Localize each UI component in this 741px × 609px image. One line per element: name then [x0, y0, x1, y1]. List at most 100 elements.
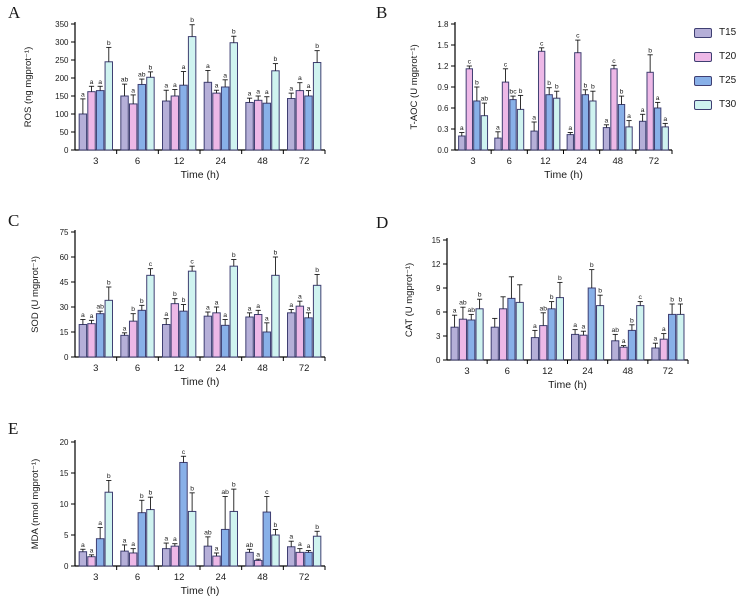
significance-letter: a: [453, 308, 457, 315]
significance-letter: b: [190, 17, 194, 24]
x-tick-label: 48: [612, 156, 623, 167]
significance-letter: a: [90, 547, 94, 554]
bar-t30-12h: [187, 510, 197, 567]
bar-t25-48h: [627, 329, 636, 361]
significance-letter: a: [173, 536, 177, 543]
legend: T15 T20 T25 T30: [694, 27, 736, 123]
bar-t15-24h: [203, 81, 213, 151]
x-axis-title: Time (h): [181, 169, 220, 181]
bar-t20-3h: [465, 68, 473, 151]
bar-t15-24h: [571, 333, 580, 361]
significance-letter: a: [81, 312, 85, 319]
bar-t30-3h: [104, 299, 113, 358]
bar-t30-48h: [636, 305, 645, 361]
significance-letter: a: [256, 552, 260, 559]
y-tick-label: 1.2: [437, 62, 449, 71]
bar-t25-6h: [137, 309, 147, 358]
bar-t25-24h: [220, 86, 230, 151]
bar-t20-6h: [128, 103, 138, 151]
x-tick-label: 12: [540, 156, 551, 167]
significance-letter: ab: [246, 542, 254, 549]
bar-t25-24h: [220, 528, 230, 567]
chart-panel-c-sod: 0 15 30 45 60 75 SOD (U mgprot⁻¹) 3 6 12 24 48 72 Tim…: [30, 228, 326, 388]
bar-t15-6h: [120, 334, 129, 358]
bar-t30-24h: [589, 100, 597, 151]
x-tick-label: 24: [216, 363, 227, 374]
x-tick-label: 6: [507, 156, 512, 167]
significance-letter: ab: [459, 300, 467, 307]
x-tick-label: 24: [216, 572, 227, 583]
y-tick-label: 250: [55, 56, 69, 65]
x-tick-label: 6: [135, 363, 140, 374]
x-tick-label: 48: [257, 572, 268, 583]
x-tick-label: 12: [174, 156, 185, 167]
y-tick-label: 60: [60, 253, 69, 262]
x-tick-label: 48: [257, 156, 268, 167]
y-tick-label: 75: [60, 228, 69, 237]
x-tick-label: 48: [257, 363, 268, 374]
significance-letter: a: [131, 541, 135, 548]
significance-letter: ab: [539, 305, 547, 312]
significance-letter: ab: [121, 77, 129, 84]
bar-t30-72h: [312, 535, 322, 567]
significance-letter: ab: [467, 307, 475, 314]
significance-letter: a: [289, 302, 293, 309]
bar-t30-6h: [146, 76, 155, 151]
legend-label-t20: T20: [719, 51, 737, 62]
y-tick-label: 350: [55, 20, 69, 29]
y-tick-label: 3: [436, 332, 441, 341]
significance-letter: b: [190, 485, 194, 492]
bar-t25-3h: [467, 319, 476, 361]
significance-letter: a: [90, 313, 94, 320]
bar-t25-6h: [509, 99, 517, 151]
significance-letter: b: [149, 64, 153, 71]
y-tick-label: 0: [64, 146, 69, 155]
y-tick-label: 30: [60, 303, 69, 312]
significance-letter: a: [265, 315, 269, 322]
significance-letter: b: [182, 297, 186, 304]
significance-letter: b: [591, 84, 595, 91]
x-tick-label: 3: [464, 366, 469, 377]
legend-item-t20: T20: [694, 51, 736, 62]
bar-t25-12h: [547, 308, 556, 361]
x-axis-title: Time (h): [181, 585, 220, 597]
bar-t15-48h: [602, 127, 611, 151]
significance-letter: b: [274, 250, 278, 257]
y-tick-label: 9: [436, 284, 441, 293]
bar-t30-72h: [312, 62, 322, 151]
bar-t15-6h: [494, 137, 502, 151]
significance-letter: ab: [204, 529, 212, 536]
panel-label-d: D: [376, 213, 389, 232]
bar-t20-3h: [87, 91, 96, 151]
y-tick-label: 0: [64, 353, 69, 362]
significance-letter: a: [307, 543, 311, 550]
x-tick-label: 3: [93, 156, 98, 167]
significance-letter: b: [232, 482, 236, 489]
significance-letter: a: [206, 63, 210, 70]
significance-letter: a: [289, 534, 293, 541]
bar-t30-3h: [480, 115, 489, 151]
significance-letter: ab: [138, 72, 146, 79]
significance-letter: b: [140, 298, 144, 305]
y-tick-label: 10: [60, 500, 69, 509]
bar-t20-48h: [619, 346, 628, 361]
bar-t30-12h: [187, 270, 197, 358]
bar-t15-48h: [611, 340, 620, 361]
bar-t20-6h: [128, 320, 138, 358]
significance-letter: a: [622, 338, 626, 345]
x-tick-label: 3: [93, 572, 98, 583]
significance-letter: b: [590, 262, 594, 269]
y-axis-title: MDA (nmol mgprot⁻¹): [30, 459, 41, 550]
bar-t25-12h: [179, 84, 188, 151]
y-tick-label: 50: [60, 128, 69, 137]
significance-letter: b: [558, 275, 562, 282]
bar-t15-6h: [120, 550, 129, 567]
bar-t15-3h: [78, 551, 88, 567]
legend-swatch-t20: [694, 51, 712, 62]
bar-t15-3h: [78, 113, 88, 151]
significance-letter: a: [582, 324, 586, 331]
x-tick-label: 24: [582, 366, 593, 377]
x-axis-title: Time (h): [544, 169, 583, 181]
significance-letter: a: [663, 116, 667, 123]
